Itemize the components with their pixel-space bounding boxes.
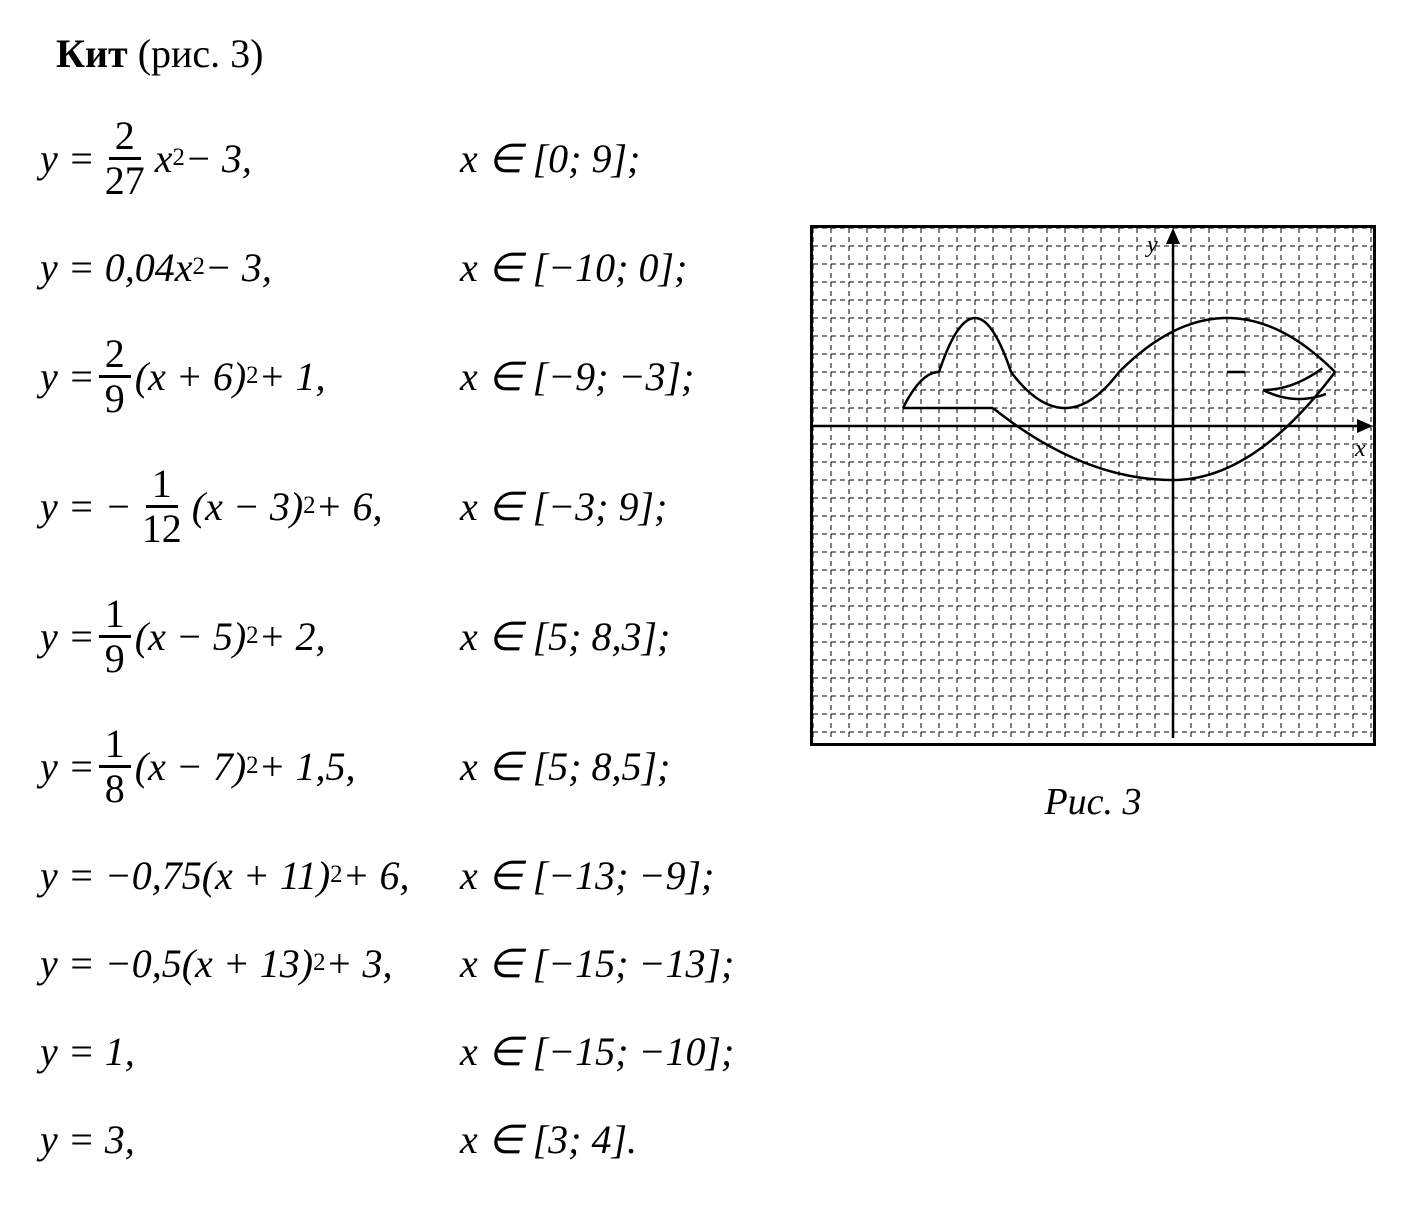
equation-text: y = [40,613,95,660]
equation-domain: x ∈ [0; 9]; [460,135,640,182]
equation-domain: x ∈ [−9; −3]; [460,353,694,400]
equation-row: y =29(x + 6)2 + 1,x ∈ [−9; −3]; [40,323,780,429]
title-rest: (рис. 3) [128,31,264,76]
equation-text: y = − [40,483,132,530]
fraction: 112 [136,463,188,550]
equation-domain: x ∈ [−13; −9]; [460,852,714,899]
equation-row: y =19(x − 5)2 + 2,x ∈ [5; 8,3]; [40,583,780,689]
fraction-den: 9 [99,378,131,420]
equation-text: y = 1, [40,1028,135,1075]
equation-text: + 1,5, [259,743,356,790]
equation-lhs: y =227x2 − 3, [40,115,460,202]
equation-row: y =227x2 − 3,x ∈ [0; 9]; [40,105,780,211]
equation-text: (x − 3) [192,483,303,530]
chart-svg: xy [813,228,1373,738]
page-title: Кит (рис. 3) [56,30,1381,77]
fraction-num: 2 [109,115,141,160]
equation-text: y = 3, [40,1116,135,1163]
equation-text: y = [40,135,95,182]
equation-domain: x ∈ [−15; −13]; [460,940,734,987]
equation-text: + 6, [316,483,383,530]
equation-text: y = −0,5(x + 13) [40,940,313,987]
equation-lhs: y =19(x − 5)2 + 2, [40,593,460,680]
equation-domain: x ∈ [−15; −10]; [460,1028,734,1075]
fraction-den: 27 [99,160,151,202]
equation-text: y = [40,353,95,400]
equation-text: (x + 6) [135,353,246,400]
equation-lhs: y =18(x − 7)2 + 1,5, [40,723,460,810]
fraction-den: 8 [99,768,131,810]
fraction-den: 9 [99,638,131,680]
equation-row: y = 3, x ∈ [3; 4]. [40,1107,780,1171]
equation-text: (x − 7) [135,743,246,790]
equation-list: y =227x2 − 3,x ∈ [0; 9];y = 0,04x2 − 3,x… [40,105,780,1195]
equation-domain: x ∈ [−10; 0]; [460,244,687,291]
equation-lhs: y = −0,75(x + 11)2 + 6, [40,852,460,899]
fraction-num: 1 [99,593,131,638]
whale-chart: xy [810,225,1376,746]
equation-text: y = 0,04x [40,244,193,291]
equation-text: − 3, [205,244,272,291]
equation-text: y = −0,75(x + 11) [40,852,330,899]
svg-text:y: y [1145,232,1158,258]
figure-caption: Рис. 3 [810,780,1376,824]
fraction: 29 [99,333,131,420]
equation-text: (x − 5) [135,613,246,660]
equation-row: y = −0,75(x + 11)2 + 6,x ∈ [−13; −9]; [40,843,780,907]
equation-text: x [155,135,173,182]
equation-domain: x ∈ [5; 8,3]; [460,613,670,660]
equation-text: + 3, [326,940,393,987]
equation-row: y = 1, x ∈ [−15; −10]; [40,1019,780,1083]
figure-column: xy Рис. 3 [810,225,1376,824]
equation-text: + 1, [259,353,326,400]
fraction: 227 [99,115,151,202]
equation-text: + 6, [343,852,410,899]
equation-domain: x ∈ [5; 8,5]; [460,743,670,790]
equation-text: − 3, [185,135,252,182]
equation-lhs: y =29(x + 6)2 + 1, [40,333,460,420]
equation-text: + 2, [259,613,326,660]
fraction: 19 [99,593,131,680]
equation-domain: x ∈ [3; 4]. [460,1116,637,1163]
svg-text:x: x [1354,436,1366,462]
title-bold: Кит [56,31,128,76]
equation-lhs: y = 3, [40,1116,460,1163]
fraction: 18 [99,723,131,810]
equation-lhs: y = 0,04x2 − 3, [40,244,460,291]
equation-text: y = [40,743,95,790]
fraction-num: 1 [99,723,131,768]
equation-lhs: y = 1, [40,1028,460,1075]
fraction-den: 12 [136,508,188,550]
fraction-num: 1 [146,463,178,508]
equation-row: y = 0,04x2 − 3,x ∈ [−10; 0]; [40,235,780,299]
equation-lhs: y = −112(x − 3)2 + 6, [40,463,460,550]
content-row: y =227x2 − 3,x ∈ [0; 9];y = 0,04x2 − 3,x… [40,105,1381,1195]
fraction-num: 2 [99,333,131,378]
equation-lhs: y = −0,5(x + 13)2 + 3, [40,940,460,987]
equation-row: y = −112(x − 3)2 + 6,x ∈ [−3; 9]; [40,453,780,559]
equation-domain: x ∈ [−3; 9]; [460,483,667,530]
equation-row: y = −0,5(x + 13)2 + 3,x ∈ [−15; −13]; [40,931,780,995]
equation-row: y =18(x − 7)2 + 1,5,x ∈ [5; 8,5]; [40,713,780,819]
